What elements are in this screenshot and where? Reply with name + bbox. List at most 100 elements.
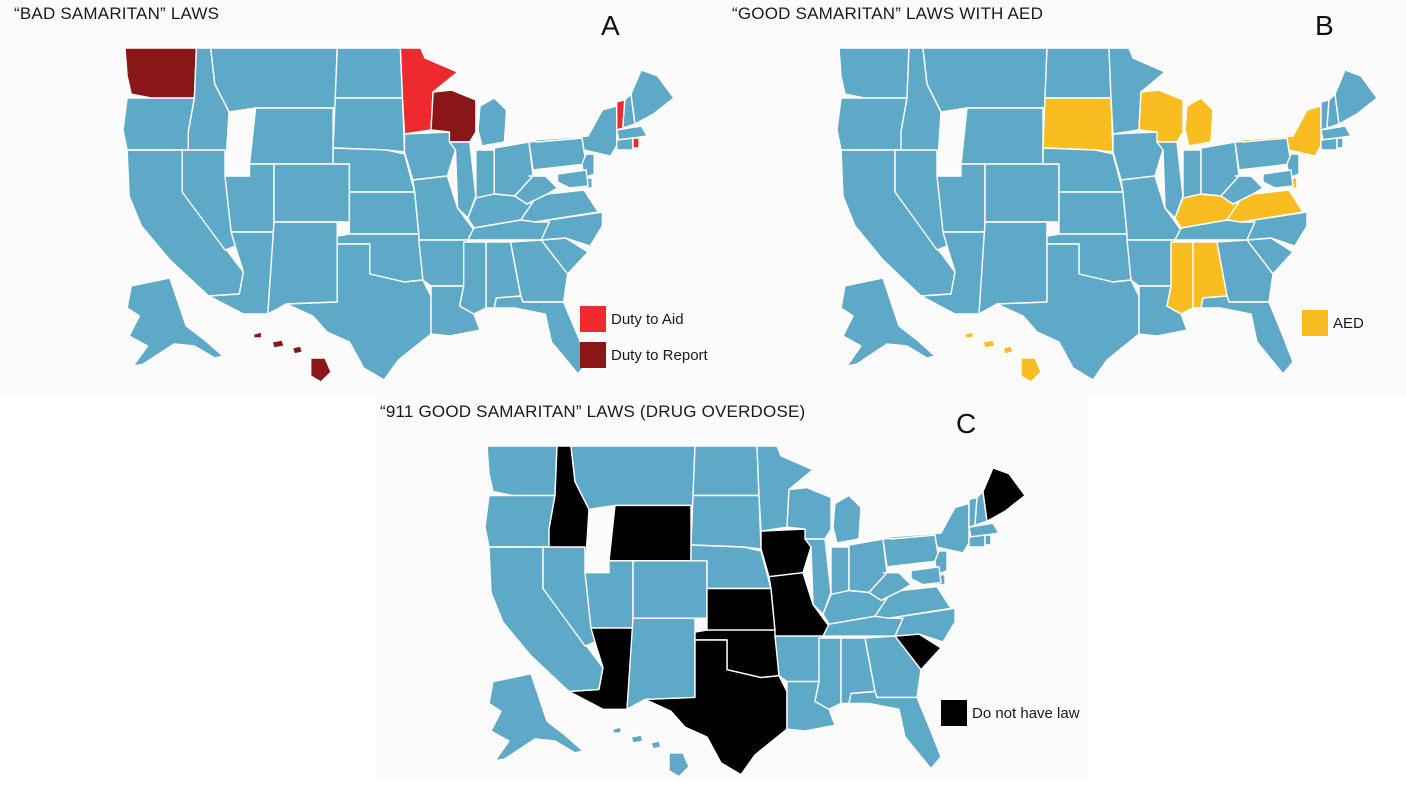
state-wv (514, 175, 559, 205)
state-nc (888, 607, 956, 643)
state-md (910, 566, 942, 586)
state-ct (616, 137, 634, 151)
legend-item-do-not-have-law: Do not have law (941, 700, 1080, 726)
state-tx (285, 243, 432, 381)
state-in (1182, 149, 1202, 199)
state-wv (1220, 175, 1264, 205)
state-hi (1002, 345, 1014, 355)
state-mt (922, 47, 1048, 113)
state-ri (632, 137, 640, 149)
panel-title: “BAD SAMARITAN” LAWS (14, 4, 220, 23)
state-hi (982, 339, 996, 349)
state-or (836, 97, 908, 151)
legend-label: AED (1333, 314, 1364, 332)
state-wa (124, 47, 198, 101)
state-ri (1336, 137, 1344, 149)
legend-item-duty-to-aid: Duty to Aid (580, 306, 684, 332)
state-hi (271, 339, 285, 349)
state-ak (488, 673, 584, 762)
state-hi (612, 726, 622, 734)
state-hi (668, 752, 690, 778)
state-nm (267, 221, 338, 315)
state-ia (760, 528, 812, 578)
state-ar (774, 635, 824, 683)
state-wy (960, 107, 1044, 165)
state-hi (630, 734, 644, 744)
state-in (475, 149, 495, 199)
state-me (982, 467, 1026, 522)
state-hi (310, 357, 332, 383)
state-pa (1234, 137, 1292, 171)
state-ia (1112, 131, 1164, 181)
state-nd (692, 445, 760, 497)
state-ny (532, 105, 618, 157)
legend-item-aed: AED (1302, 310, 1364, 336)
panel-letter: A (601, 10, 620, 41)
state-fl (1200, 295, 1294, 375)
state-ar (1126, 239, 1176, 287)
state-hi (650, 740, 662, 750)
state-ar (418, 239, 469, 287)
state-ma (968, 522, 1000, 538)
panel-title: “911 GOOD SAMARITAN” LAWS (DRUG OVERDOSE… (380, 402, 806, 421)
state-ut (584, 560, 634, 629)
state-ks (348, 191, 420, 235)
state-or (484, 494, 556, 548)
state-co (984, 163, 1060, 223)
panel-title: “GOOD SAMARITAN” LAWS WITH AED (732, 4, 1044, 23)
state-fl (848, 690, 942, 770)
state-wy (608, 504, 692, 562)
state-sd (332, 97, 406, 153)
state-mi (832, 494, 862, 544)
state-ia (403, 131, 457, 181)
state-ks (1058, 191, 1128, 235)
panel-b-good-samaritan-aed: “GOOD SAMARITAN” LAWS WITH AED B AED (730, 0, 1406, 398)
state-ak (126, 277, 224, 367)
state-tx (644, 639, 788, 776)
us-map (484, 445, 1026, 778)
legend-label: Duty to Report (611, 346, 708, 364)
state-md (1262, 169, 1294, 189)
state-ms (458, 241, 487, 315)
state-ma (616, 125, 648, 141)
state-ak (840, 277, 936, 367)
state-mt (570, 445, 696, 511)
state-co (632, 560, 708, 619)
state-ct (1320, 137, 1338, 151)
legend-label: Duty to Aid (611, 310, 684, 328)
state-fl (493, 295, 589, 375)
state-mi (477, 97, 508, 147)
state-ny (886, 502, 970, 554)
legend-label: Do not have law (972, 704, 1080, 722)
state-hi (252, 331, 263, 339)
state-ma (1320, 125, 1352, 141)
panel-letter: C (956, 408, 977, 439)
state-nd (1044, 47, 1112, 99)
panel-letter: B (1315, 10, 1334, 41)
state-wa (838, 47, 910, 101)
state-hi (1020, 357, 1042, 383)
legend-swatch (941, 700, 967, 726)
state-me (630, 69, 675, 125)
state-nm (978, 221, 1048, 315)
state-ms (814, 637, 842, 710)
state-in (830, 546, 850, 596)
legend-item-duty-to-report: Duty to Report (580, 342, 708, 368)
state-ut (224, 163, 275, 233)
state-mt (209, 47, 338, 113)
state-nm (626, 617, 696, 710)
panel-a-bad-samaritan: “BAD SAMARITAN” LAWS A Duty to Aid Duty … (0, 0, 730, 398)
state-ct (968, 534, 986, 548)
legend-swatch (580, 342, 606, 368)
state-pa (528, 137, 587, 171)
legend-swatch (580, 306, 606, 332)
state-ut (936, 163, 986, 233)
state-nd (334, 47, 404, 99)
us-map (122, 47, 675, 383)
state-co (273, 163, 351, 223)
state-sd (1042, 97, 1114, 153)
state-me (1334, 69, 1378, 125)
state-hi (964, 331, 974, 339)
state-ks (706, 587, 776, 631)
state-nc (1240, 211, 1308, 247)
